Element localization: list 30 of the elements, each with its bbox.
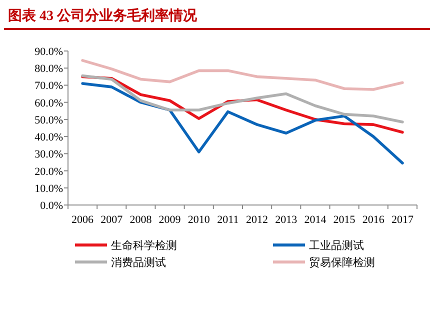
x-tick-label: 2012 bbox=[246, 214, 268, 226]
y-tick-label: 90.0% bbox=[34, 46, 63, 58]
x-tick-label: 2011 bbox=[217, 214, 239, 226]
y-tick-label: 10.0% bbox=[34, 182, 63, 195]
x-tick-label: 2013 bbox=[275, 214, 298, 226]
line-series bbox=[81, 82, 404, 164]
chart-title: 图表 43 公司分业务毛利率情况 bbox=[8, 7, 198, 24]
x-tick-label: 2009 bbox=[158, 214, 182, 226]
legend-label: 生命科学检测 bbox=[111, 239, 177, 252]
y-tick-label: 50.0% bbox=[34, 114, 63, 126]
x-tick-label: 2008 bbox=[130, 214, 152, 226]
y-tick-label: 80.0% bbox=[34, 63, 63, 76]
x-tick-label: 2017 bbox=[391, 214, 414, 226]
x-tick-label: 2007 bbox=[100, 214, 124, 226]
legend-label: 工业品测试 bbox=[309, 239, 364, 252]
legend-label: 贸易保障检测 bbox=[309, 256, 375, 269]
x-tick-label: 2016 bbox=[362, 214, 385, 226]
y-tick-label: 20.0% bbox=[34, 166, 63, 178]
y-tick-label: 30.0% bbox=[34, 148, 63, 161]
x-tick-label: 2014 bbox=[304, 214, 327, 226]
y-tick-label: 40.0% bbox=[34, 132, 63, 144]
legend-label: 消费品测试 bbox=[111, 256, 166, 269]
y-tick-label: 70.0% bbox=[34, 80, 63, 92]
line-series bbox=[81, 74, 404, 124]
x-tick-label: 2010 bbox=[188, 214, 210, 226]
x-tick-label: 2015 bbox=[333, 214, 356, 226]
y-tick-label: 0.0% bbox=[40, 200, 63, 212]
x-tick-label: 2006 bbox=[72, 214, 94, 226]
line-series bbox=[81, 59, 404, 91]
y-tick-label: 60.0% bbox=[34, 97, 63, 110]
